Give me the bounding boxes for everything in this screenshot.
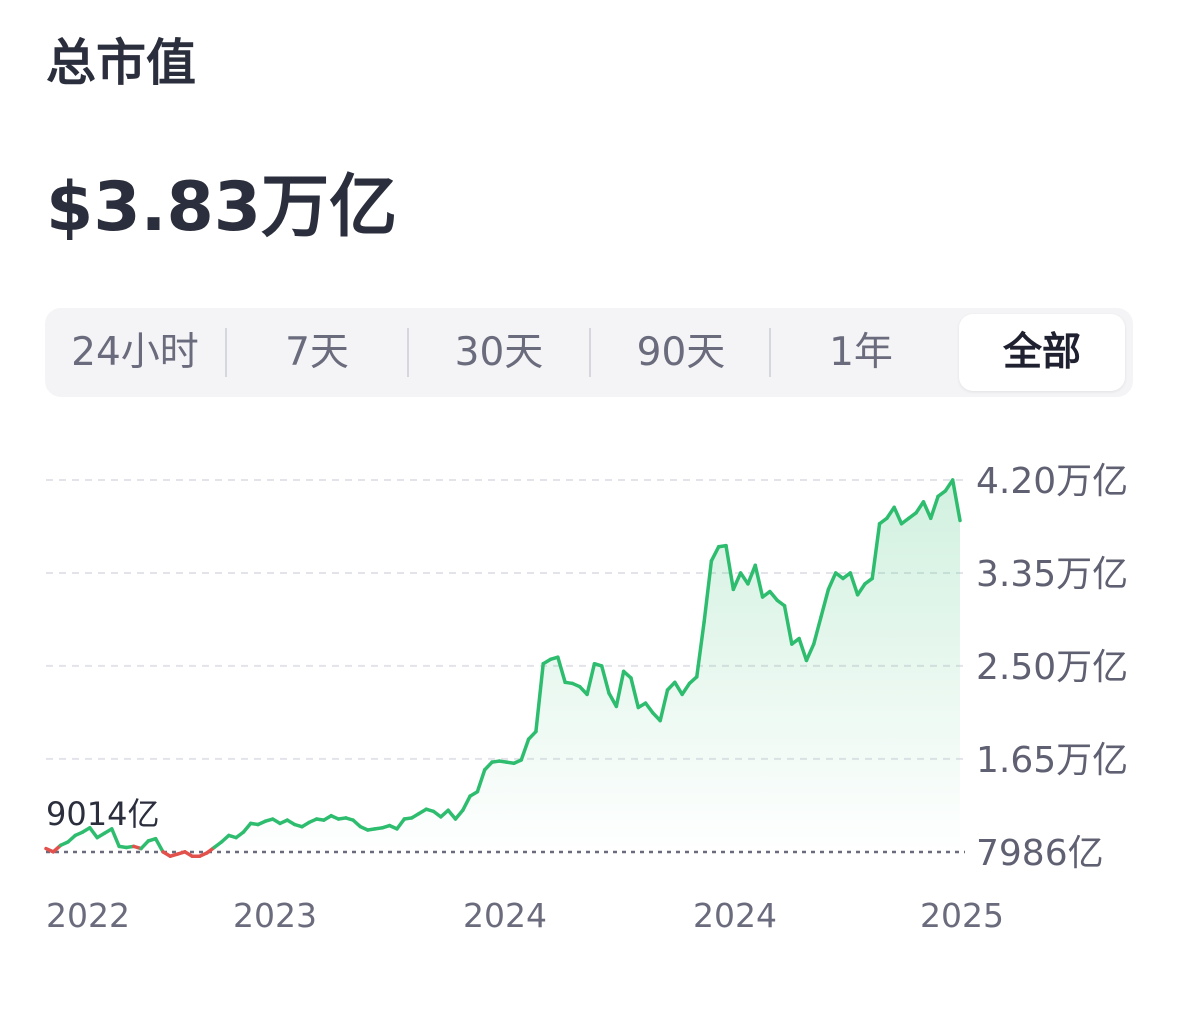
line-segment — [534, 661, 545, 734]
line-segment — [804, 642, 816, 663]
line-segment — [855, 582, 867, 597]
chart-area-fill — [46, 480, 960, 857]
line-segment — [921, 500, 933, 521]
line-segment — [914, 500, 926, 515]
start-value-label: 9014亿 — [46, 795, 159, 833]
line-segment — [614, 669, 626, 709]
line-segment — [797, 636, 809, 663]
line-segment — [848, 571, 860, 597]
line-segment — [643, 701, 655, 715]
x-tick-label: 2024 — [693, 896, 777, 935]
tab-separator — [769, 328, 771, 377]
line-segment — [680, 681, 692, 697]
line-segment — [746, 563, 758, 586]
line-segment — [519, 737, 531, 762]
tab-30d[interactable]: 30天 — [454, 330, 544, 375]
line-segment — [673, 680, 684, 697]
line-segment — [629, 676, 641, 710]
line-segment — [395, 817, 407, 831]
line-segment — [453, 808, 465, 821]
page-title: 总市值 — [46, 34, 196, 92]
line-segment — [482, 760, 494, 772]
x-tick-label: 2023 — [233, 896, 317, 935]
line-segment — [731, 571, 743, 592]
tab-separator — [589, 328, 591, 377]
tab-1y[interactable]: 1年 — [829, 330, 893, 375]
y-axis-ticks: 4.20万亿 3.35万亿 2.50万亿 1.65万亿 7986亿 — [976, 461, 1128, 874]
line-segment — [658, 688, 670, 723]
line-segment — [885, 505, 896, 521]
y-tick-label: 7986亿 — [976, 833, 1104, 874]
line-segment — [768, 589, 779, 603]
tab-separator — [407, 328, 409, 377]
line-segment — [702, 559, 714, 624]
line-segment — [110, 827, 121, 849]
line-segment — [870, 521, 882, 581]
line-segment — [153, 836, 165, 854]
line-segment — [526, 729, 538, 741]
line-segment — [695, 620, 706, 679]
y-tick-label: 4.20万亿 — [976, 461, 1128, 502]
line-segment — [819, 587, 831, 619]
line-segment — [782, 604, 794, 646]
line-segment — [929, 494, 940, 521]
line-segment — [599, 664, 611, 696]
time-range-tabs: 24小时 7天 30天 90天 1年 全部 — [45, 308, 1133, 397]
y-tick-label: 2.50万亿 — [976, 647, 1128, 688]
line-segment — [139, 839, 151, 851]
tab-separator — [225, 328, 227, 377]
line-segment — [475, 768, 487, 794]
line-segment — [812, 614, 823, 646]
x-tick-label: 2022 — [46, 896, 130, 935]
chart-line-series — [44, 478, 962, 858]
x-tick-label: 2024 — [463, 896, 547, 935]
chart-gridlines — [46, 479, 965, 760]
y-tick-label: 1.65万亿 — [976, 740, 1128, 781]
line-segment — [585, 661, 597, 697]
line-segment — [88, 826, 99, 840]
line-segment — [556, 655, 567, 685]
tab-90d[interactable]: 90天 — [636, 330, 726, 375]
y-tick-label: 3.35万亿 — [976, 554, 1128, 595]
tab-7d[interactable]: 7天 — [285, 330, 349, 375]
x-axis-ticks: 2022 2023 2024 2024 2025 — [46, 896, 1004, 935]
line-segment — [446, 808, 458, 821]
line-segment — [826, 571, 838, 592]
line-segment — [892, 505, 904, 526]
line-segment — [724, 543, 736, 592]
line-segment — [709, 544, 721, 563]
tab-24h[interactable]: 24小时 — [71, 330, 199, 375]
tab-all[interactable]: 全部 — [959, 314, 1125, 391]
line-segment — [461, 794, 472, 813]
line-segment — [738, 571, 750, 586]
line-segment — [950, 478, 962, 523]
line-segment — [753, 563, 765, 599]
x-tick-label: 2025 — [920, 896, 1004, 935]
line-segment — [241, 821, 253, 834]
market-cap-value: $3.83万亿 — [46, 168, 398, 247]
